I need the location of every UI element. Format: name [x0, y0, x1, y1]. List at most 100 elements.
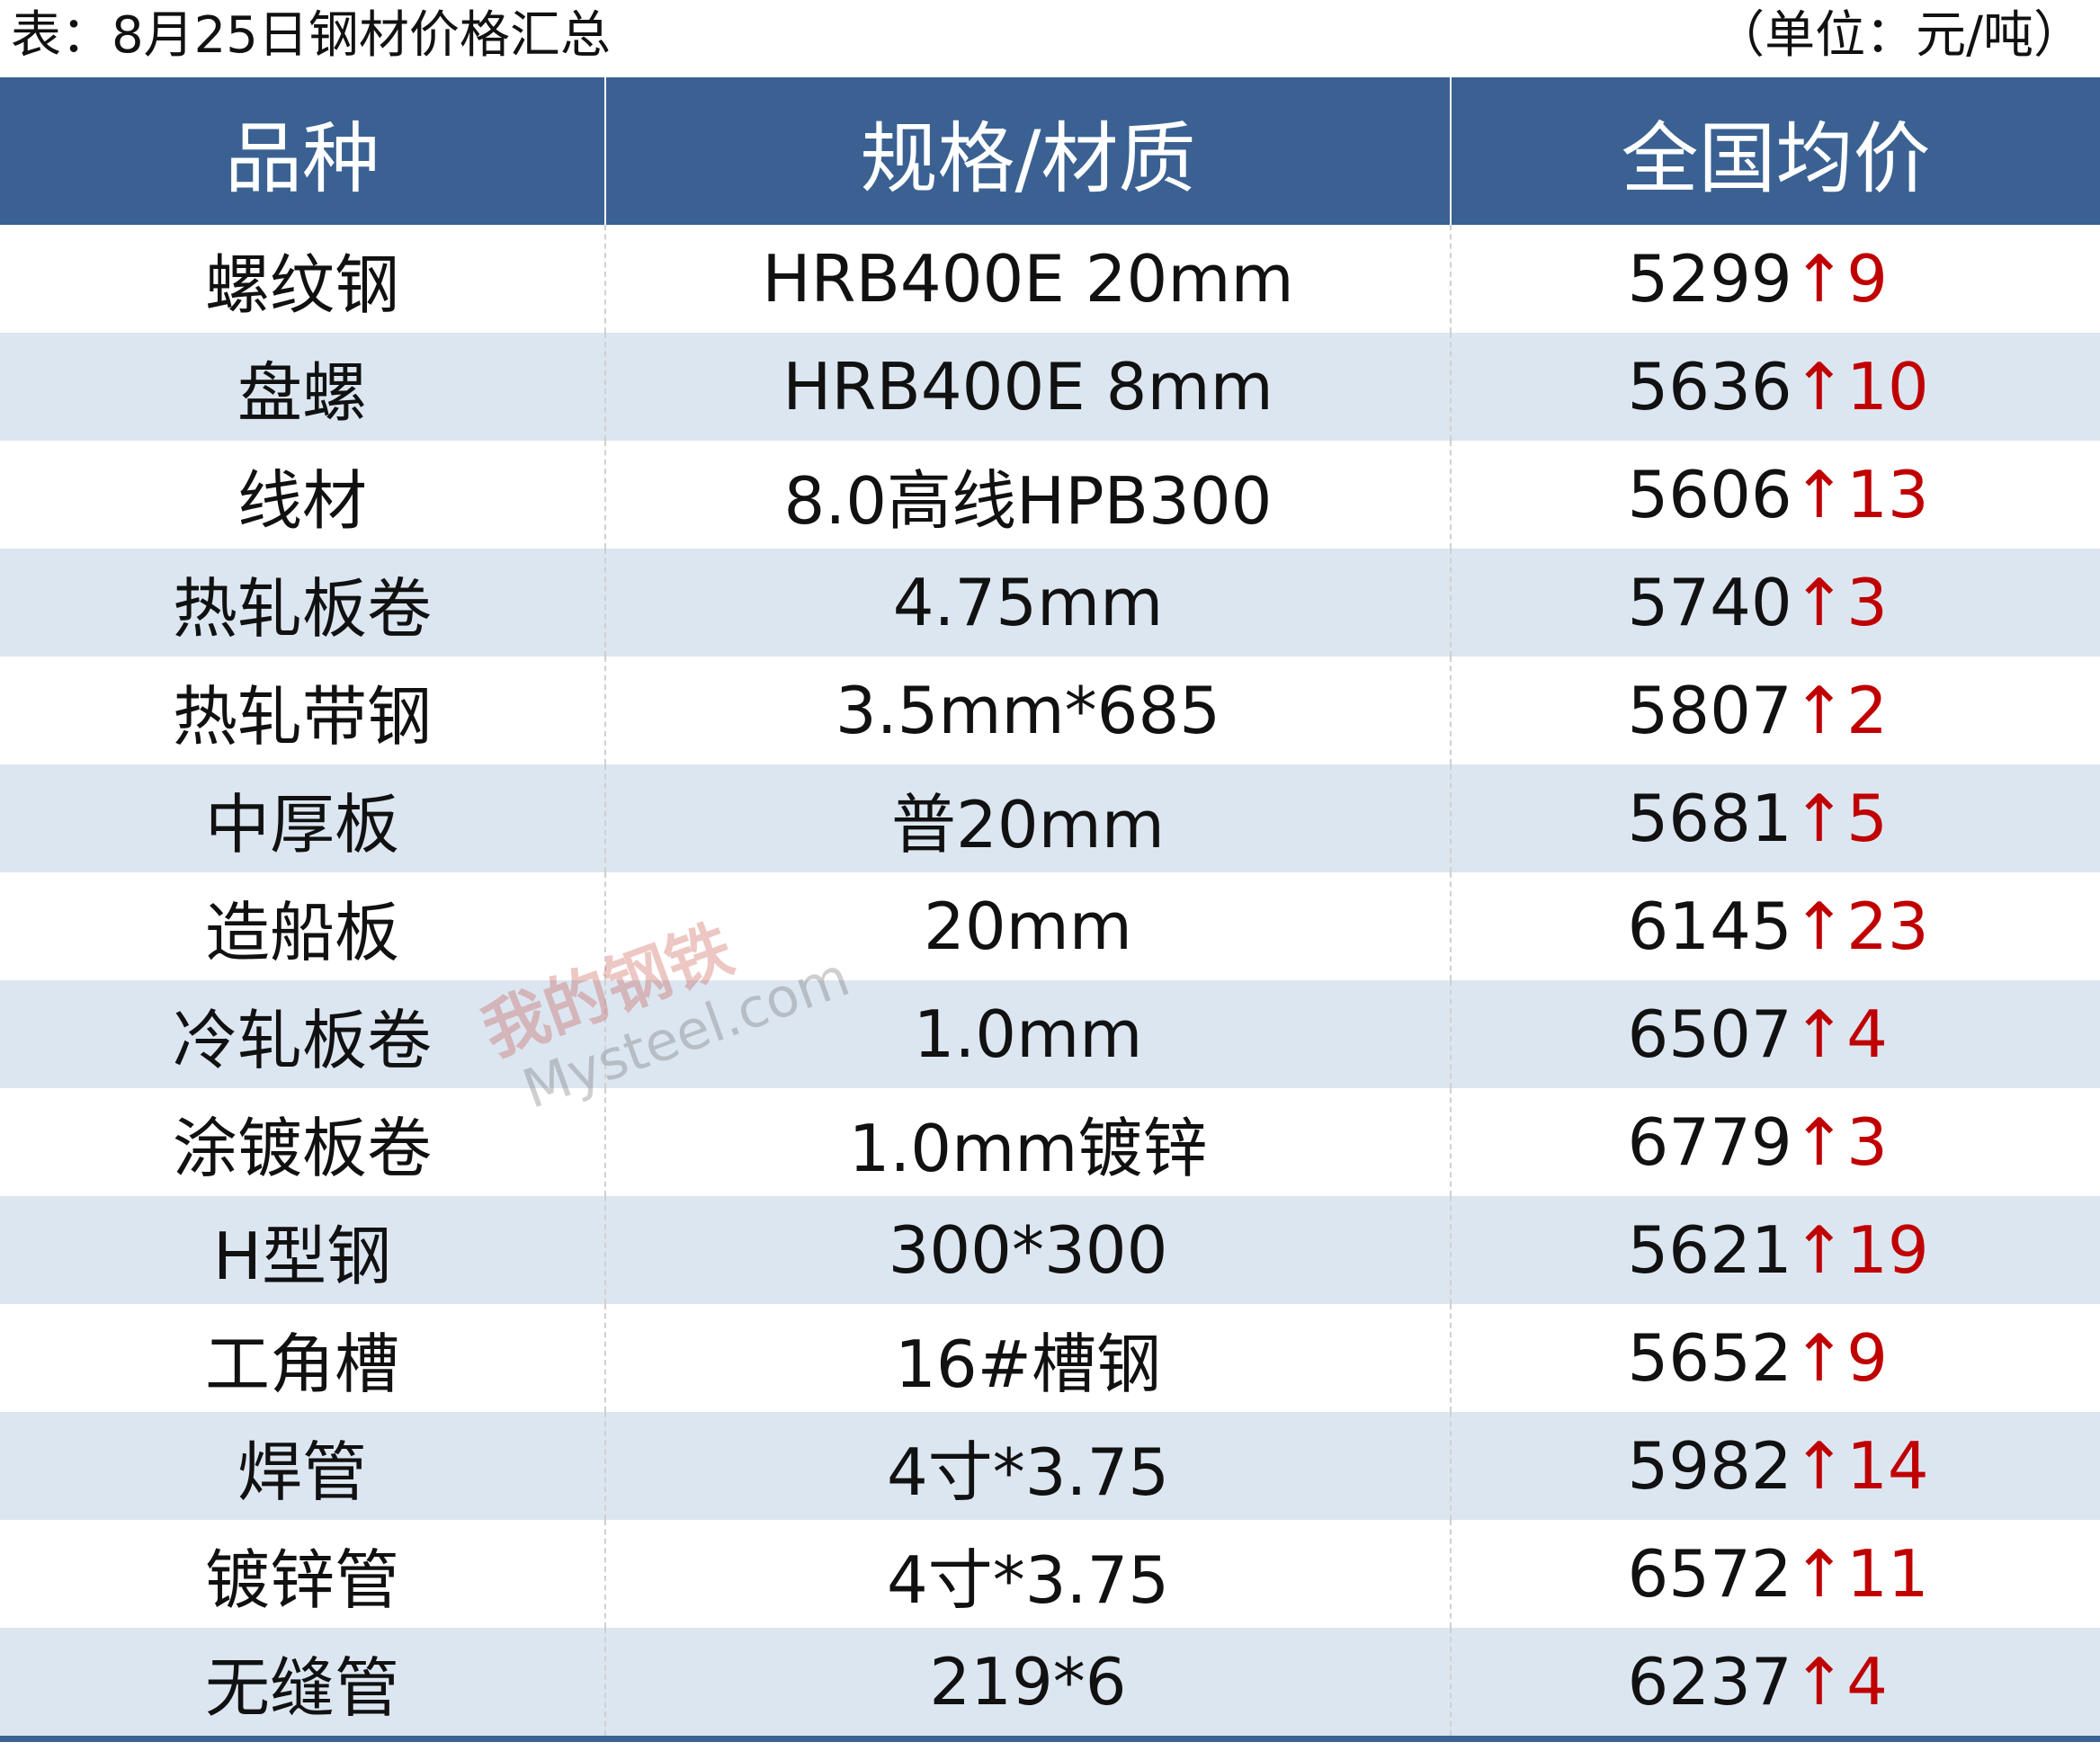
up-arrow-icon: ↑	[1792, 996, 1847, 1072]
avg-price: 5636	[1627, 349, 1792, 424]
spec-cell: 1.0mm	[604, 980, 1451, 1088]
table-row: 热轧带钢 3.5mm*685 5807↑2	[0, 657, 2100, 764]
avg-price: 5652	[1627, 1320, 1792, 1396]
spec-cell: 16#槽钢	[604, 1304, 1451, 1412]
avg-price: 5740	[1627, 565, 1792, 640]
table-row: 镀锌管 4寸*3.75 6572↑11	[0, 1520, 2100, 1628]
price-cell: 6507↑4	[1450, 980, 2100, 1088]
price-change: 9	[1846, 241, 1888, 317]
spec-cell: 普20mm	[604, 764, 1451, 872]
avg-price: 6572	[1627, 1536, 1792, 1612]
title-bar: 表：8月25日钢材价格汇总 （单位：元/吨）	[0, 0, 2100, 77]
price-change: 10	[1846, 349, 1929, 424]
table-row: 螺纹钢 HRB400E 20mm 5299↑9	[0, 225, 2100, 333]
price-group: 5636↑10	[1627, 349, 1929, 424]
table-row: 线材 8.0高线HPB300 5606↑13	[0, 441, 2100, 549]
up-arrow-icon: ↑	[1792, 1320, 1847, 1396]
up-arrow-icon: ↑	[1792, 1644, 1847, 1720]
up-arrow-icon: ↑	[1792, 457, 1847, 532]
table-title: 表：8月25日钢材价格汇总	[11, 6, 611, 65]
table-row: 无缝管 219*6 6237↑4	[0, 1628, 2100, 1739]
price-group: 5681↑5	[1628, 781, 1925, 856]
price-change: 14	[1846, 1428, 1929, 1504]
price-cell: 6145↑23	[1450, 872, 2100, 980]
table-row: 盘螺 HRB400E 8mm 5636↑10	[0, 333, 2100, 441]
price-cell: 5652↑9	[1450, 1304, 2100, 1412]
avg-price: 6237	[1627, 1644, 1792, 1720]
price-cell: 6779↑3	[1450, 1088, 2100, 1196]
up-arrow-icon: ↑	[1792, 781, 1847, 856]
variety-cell: 焊管	[0, 1412, 605, 1520]
variety-cell: 冷轧板卷	[0, 980, 605, 1088]
price-change: 19	[1846, 1212, 1929, 1288]
table-row: 造船板 20mm 6145↑23	[0, 872, 2100, 980]
price-group: 6507↑4	[1628, 996, 1925, 1072]
up-arrow-icon: ↑	[1792, 673, 1847, 748]
unit-label: （单位：元/吨）	[1714, 6, 2084, 65]
header-spec: 规格/材质	[604, 77, 1451, 225]
variety-cell: 无缝管	[0, 1628, 605, 1739]
price-group: 5982↑14	[1627, 1428, 1929, 1504]
price-cell: 6237↑4	[1450, 1628, 2100, 1739]
price-group: 6779↑3	[1628, 1104, 1925, 1180]
price-group: 6237↑4	[1628, 1644, 1925, 1720]
variety-cell: H型钢	[0, 1196, 605, 1304]
variety-cell: 中厚板	[0, 764, 605, 872]
header-avg-price: 全国均价	[1450, 77, 2100, 225]
price-change: 11	[1846, 1536, 1929, 1612]
variety-cell: 涂镀板卷	[172, 1110, 432, 1186]
variety-cell: 热轧带钢	[172, 678, 432, 755]
header-row: 品种 规格/材质 全国均价	[0, 77, 2100, 225]
price-group: 6572↑11	[1627, 1536, 1929, 1612]
table-row: 涂镀板卷 1.0mm镀锌 6779↑3	[0, 1088, 2100, 1196]
variety-cell: 盘螺	[0, 333, 605, 441]
price-change: 2	[1846, 673, 1888, 748]
spec-cell: 1.0mm镀锌	[604, 1088, 1451, 1196]
price-cell: 5636↑10	[1450, 333, 2100, 441]
spec-cell: 4寸*3.75	[604, 1520, 1451, 1628]
spec-cell: 3.5mm*685	[604, 657, 1451, 764]
up-arrow-icon: ↑	[1792, 349, 1847, 424]
up-arrow-icon: ↑	[1792, 1428, 1847, 1504]
table-row: 热轧板卷 4.75mm 5740↑3	[0, 549, 2100, 657]
price-cell: 5299↑9	[1450, 225, 2100, 333]
header-variety: 品种	[0, 77, 605, 225]
avg-price: 5606	[1627, 457, 1792, 532]
price-group: 5807↑2	[1628, 673, 1925, 748]
variety-cell: 工角槽	[204, 1326, 399, 1402]
avg-price: 5621	[1627, 1212, 1792, 1288]
variety-cell: 螺纹钢	[204, 246, 399, 323]
price-cell: 5681↑5	[1450, 764, 2100, 872]
price-change: 4	[1846, 996, 1888, 1072]
price-change: 4	[1846, 1644, 1888, 1720]
table-row: 焊管 4寸*3.75 5982↑14	[0, 1412, 2100, 1520]
avg-price: 5807	[1627, 673, 1792, 748]
price-cell: 5807↑2	[1450, 657, 2100, 764]
price-change: 5	[1846, 781, 1888, 856]
avg-price: 6145	[1627, 889, 1792, 964]
price-cell: 5740↑3	[1450, 549, 2100, 657]
price-cell: 5621↑19	[1450, 1196, 2100, 1304]
spec-cell: 20mm	[604, 872, 1451, 980]
up-arrow-icon: ↑	[1792, 1104, 1847, 1180]
avg-price: 5982	[1627, 1428, 1792, 1504]
price-change: 3	[1846, 565, 1888, 640]
price-group: 5740↑3	[1628, 565, 1925, 640]
spec-cell: 219*6	[604, 1628, 1451, 1739]
avg-price: 6779	[1627, 1104, 1792, 1180]
price-group: 5606↑13	[1627, 457, 1929, 532]
price-change: 23	[1846, 889, 1929, 964]
price-cell: 5606↑13	[1450, 441, 2100, 549]
price-group: 5621↑19	[1627, 1212, 1929, 1288]
up-arrow-icon: ↑	[1792, 889, 1847, 964]
up-arrow-icon: ↑	[1792, 241, 1847, 317]
spec-cell: 4.75mm	[604, 549, 1451, 657]
variety-cell: 镀锌管	[204, 1541, 399, 1618]
steel-price-table: 品种 规格/材质 全国均价 螺纹钢 HRB400E 20mm 5299↑9 盘螺 HRB…	[0, 77, 2100, 1742]
price-cell: 5982↑14	[1450, 1412, 2100, 1520]
variety-cell: 线材	[237, 462, 367, 539]
table-row: H型钢 300*300 5621↑19	[0, 1196, 2100, 1304]
price-group: 5652↑9	[1628, 1320, 1925, 1396]
spec-cell: HRB400E 20mm	[604, 225, 1451, 333]
price-group: 5299↑9	[1628, 241, 1925, 317]
